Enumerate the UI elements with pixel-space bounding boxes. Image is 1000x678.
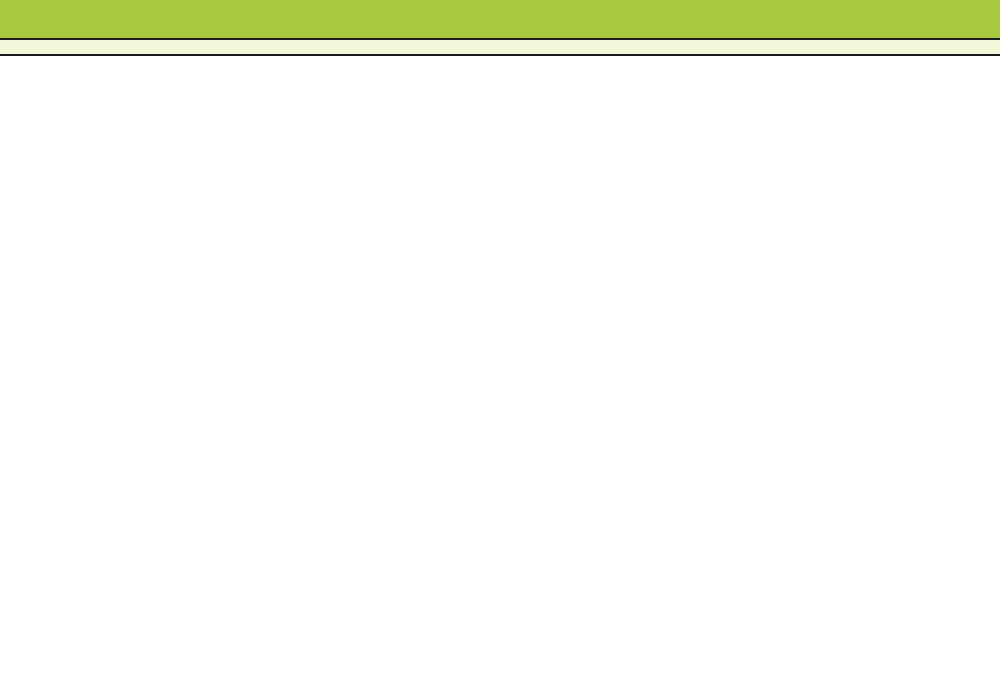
top-axis [0, 40, 1000, 56]
header-band [0, 0, 1000, 40]
